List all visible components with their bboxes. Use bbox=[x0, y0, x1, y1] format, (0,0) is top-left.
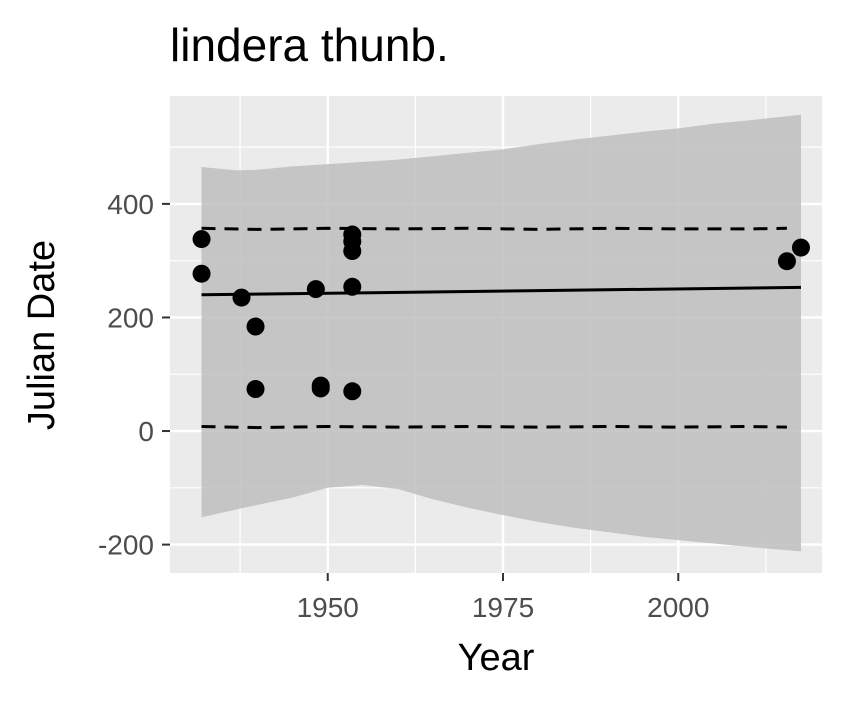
trend-line-path bbox=[201, 285, 802, 297]
data-point bbox=[232, 288, 251, 307]
data-point bbox=[246, 380, 265, 399]
y-axis-title: Julian Date bbox=[21, 240, 63, 430]
data-point bbox=[791, 238, 810, 257]
y-axis: -200 0 200 400 bbox=[98, 189, 170, 561]
data-point bbox=[777, 252, 796, 271]
data-point bbox=[311, 379, 330, 398]
confidence-band bbox=[201, 114, 801, 552]
data-points bbox=[192, 225, 810, 401]
y-tick-label: 400 bbox=[107, 189, 154, 220]
chart-title: lindera thunb. bbox=[170, 19, 449, 71]
y-tick-label: -200 bbox=[98, 530, 154, 561]
data-point bbox=[343, 277, 362, 296]
x-tick-label: 2000 bbox=[647, 592, 709, 623]
y-tick-label: 200 bbox=[107, 302, 154, 333]
y-tick-label: 0 bbox=[138, 416, 154, 447]
data-point bbox=[343, 242, 362, 261]
trend-line bbox=[201, 285, 802, 297]
data-point bbox=[246, 317, 265, 336]
x-tick-label: 1950 bbox=[297, 592, 359, 623]
x-tick-label: 1975 bbox=[472, 592, 534, 623]
data-point bbox=[306, 280, 325, 299]
data-point bbox=[192, 264, 211, 283]
x-axis-title: Year bbox=[458, 637, 535, 679]
quantile-lines bbox=[201, 226, 787, 430]
confidence-band-area bbox=[201, 114, 801, 552]
upper-quantile-line bbox=[201, 226, 787, 231]
lower-quantile-line bbox=[201, 424, 787, 430]
data-point bbox=[343, 382, 362, 401]
data-point bbox=[192, 230, 211, 249]
x-axis: 1950 1975 2000 bbox=[297, 573, 709, 623]
